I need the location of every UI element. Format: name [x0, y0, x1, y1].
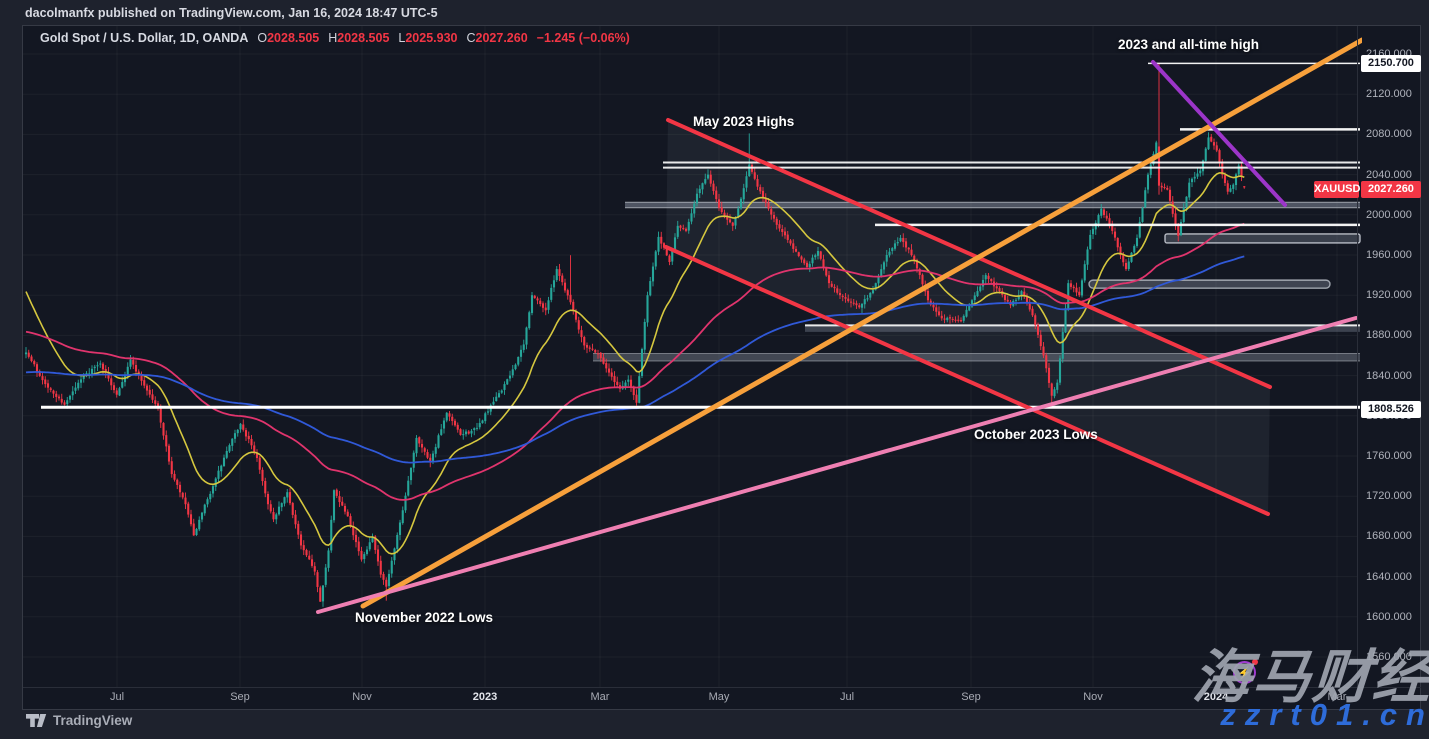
ath-price-chip: 2150.700 — [1361, 55, 1421, 72]
price-axis-label: 1720.000 — [1366, 490, 1412, 503]
price-axis-label: 1920.000 — [1366, 289, 1412, 302]
annotation-october-2023-lows: October 2023 Lows — [974, 427, 1098, 442]
sticker-red-dot — [1252, 659, 1258, 665]
price-axis-label: 1640.000 — [1366, 570, 1412, 583]
watermark-url: zzrt01.cn — [1220, 697, 1429, 732]
time-axis-label: Mar — [590, 691, 610, 703]
tradingview-logo-text: TradingView — [53, 713, 133, 728]
symbol-price-label: XAUUSD — [1314, 181, 1360, 198]
time-axis-label: 2024 — [1203, 691, 1229, 703]
publisher-line: dacolmanfx published on TradingView.com,… — [25, 6, 438, 20]
lightning-sticker-icon[interactable]: ⚡ — [1233, 661, 1256, 684]
ohlc-token: C2027.260 — [466, 31, 528, 45]
price-axis-label: 2120.000 — [1366, 88, 1412, 101]
price-axis-label: 1560.000 — [1366, 651, 1412, 663]
tradingview-logo-icon — [26, 714, 47, 727]
last-price-chip: 2027.260 — [1361, 181, 1421, 198]
time-axis-separator — [23, 687, 1421, 688]
price-axis-label: 2000.000 — [1366, 208, 1412, 221]
tradingview-footer-logo[interactable]: TradingView — [25, 713, 132, 728]
time-axis-label: Nov — [1083, 691, 1103, 703]
symbol-title: Gold Spot / U.S. Dollar, 1D, OANDA — [40, 31, 249, 45]
annotation-november-2022-lows: November 2022 Lows — [355, 610, 494, 625]
price-axis-label: 1680.000 — [1366, 530, 1412, 543]
ohlc-token: O2028.505 — [257, 31, 320, 45]
annotation-ath: 2023 and all-time high — [1118, 37, 1260, 52]
time-axis-label: Sep — [230, 691, 250, 703]
price-axis-separator — [1357, 26, 1358, 687]
change-value: −1.245 (−0.06%) — [536, 31, 630, 45]
price-axis-label: 2080.000 — [1366, 128, 1412, 141]
price-axis-label: 1600.000 — [1366, 610, 1412, 623]
ohlc-values: O2028.505 H2028.505 L2025.930 C2027.260 — [257, 31, 527, 45]
price-axis-label: 1840.000 — [1366, 369, 1412, 382]
time-axis-label: May — [708, 691, 730, 703]
annotation-may-2023-highs: May 2023 Highs — [693, 114, 795, 129]
time-axis-label: Nov — [352, 691, 372, 703]
time-axis-label: 2023 — [472, 691, 498, 703]
price-axis-label: 2040.000 — [1366, 168, 1412, 181]
support-price-chip: 1808.526 — [1361, 401, 1421, 418]
price-axis-label: 1760.000 — [1366, 450, 1412, 462]
price-axis-label: 1960.000 — [1366, 249, 1412, 261]
symbol-legend[interactable]: Gold Spot / U.S. Dollar, 1D, OANDA O2028… — [40, 31, 630, 45]
price-axis-label: 1880.000 — [1366, 329, 1412, 342]
time-axis-label: Mar — [1327, 691, 1347, 703]
ohlc-token: L2025.930 — [398, 31, 458, 45]
lightning-glyph: ⚡ — [1237, 665, 1252, 680]
time-axis-label: Jul — [839, 691, 855, 703]
time-axis-label: Sep — [961, 691, 981, 703]
time-axis-label: Jul — [109, 691, 125, 703]
ohlc-token: H2028.505 — [328, 31, 390, 45]
